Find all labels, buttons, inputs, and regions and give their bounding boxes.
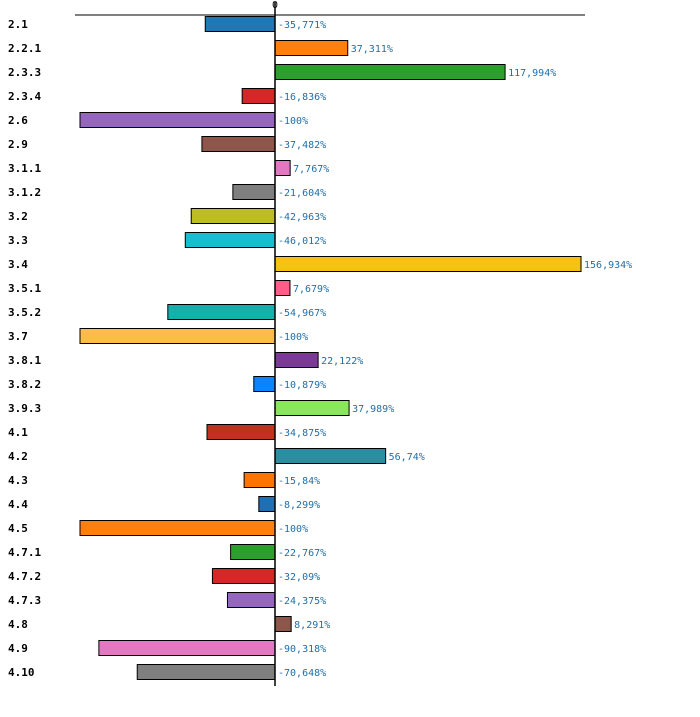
bar-3.2 (190, 208, 276, 224)
bar-2.3.3 (274, 64, 506, 80)
bar-4.10 (136, 664, 276, 680)
bar-3.3 (184, 232, 276, 248)
value-label: 8,291% (294, 620, 330, 631)
bar-3.5.2 (167, 304, 276, 320)
category-label: 3.4 (8, 258, 28, 271)
category-label: 3.3 (8, 234, 28, 247)
category-label: 3.9.3 (8, 402, 41, 415)
category-label: 3.8.1 (8, 354, 41, 367)
value-label: 56,74% (389, 452, 425, 463)
value-label: -90,318% (278, 644, 326, 655)
value-label: -42,963% (278, 212, 326, 223)
value-label: 156,934% (584, 260, 632, 271)
bar-3.1.2 (232, 184, 276, 200)
value-label: -46,012% (278, 236, 326, 247)
value-label: 22,122% (321, 356, 363, 367)
value-label: -32,09% (278, 572, 320, 583)
category-label: 4.8 (8, 618, 28, 631)
bar-4.9 (98, 640, 276, 656)
value-label: 117,994% (508, 68, 556, 79)
bars-group (79, 16, 582, 680)
bar-2.6 (79, 112, 276, 128)
value-label: -8,299% (278, 500, 320, 511)
bar-3.8.1 (274, 352, 319, 368)
value-label: -22,767% (278, 548, 326, 559)
bar-4.7.1 (230, 544, 276, 560)
bar-2.1 (204, 16, 276, 32)
value-label: -16,836% (278, 92, 326, 103)
category-label: 4.2 (8, 450, 28, 463)
value-label: -24,375% (278, 596, 326, 607)
bar-2.9 (201, 136, 276, 152)
category-label: 4.7.3 (8, 594, 41, 607)
bar-4.7.2 (211, 568, 276, 584)
category-label: 3.1.2 (8, 186, 41, 199)
category-label: 3.5.1 (8, 282, 41, 295)
value-label: -21,604% (278, 188, 326, 199)
category-label: 4.1 (8, 426, 28, 439)
category-label: 3.1.1 (8, 162, 41, 175)
category-label: 2.1 (8, 18, 28, 31)
value-label: -100% (278, 116, 308, 127)
labels-group: 2.1 -35,771% 2.2.1 37,311% 2.3.3 117,994% 2.3.… (8, 18, 632, 679)
bar-3.9.3 (274, 400, 350, 416)
category-label: 3.5.2 (8, 306, 41, 319)
category-label: 3.7 (8, 330, 28, 343)
category-label: 2.3.3 (8, 66, 41, 79)
bar-4.4 (258, 496, 276, 512)
bar-3.4 (274, 256, 582, 272)
category-label: 2.6 (8, 114, 28, 127)
category-label: 4.5 (8, 522, 28, 535)
value-label: -35,771% (278, 20, 326, 31)
category-label: 4.9 (8, 642, 28, 655)
value-label: -37,482% (278, 140, 326, 151)
value-label: 37,311% (351, 44, 393, 55)
value-label: -70,648% (278, 668, 326, 679)
category-label: 2.3.4 (8, 90, 41, 103)
category-label: 4.4 (8, 498, 28, 511)
bar-4.7.3 (226, 592, 276, 608)
bar-3.8.2 (253, 376, 276, 392)
value-label: 37,989% (352, 404, 394, 415)
value-label: -100% (278, 524, 308, 535)
value-label: -34,875% (278, 428, 326, 439)
value-label: -15,84% (278, 476, 320, 487)
category-label: 4.10 (8, 666, 35, 679)
value-label: 7,679% (293, 284, 329, 295)
category-label: 3.8.2 (8, 378, 41, 391)
value-label: -54,967% (278, 308, 326, 319)
category-label: 4.7.2 (8, 570, 41, 583)
category-label: 2.9 (8, 138, 28, 151)
value-label: -100% (278, 332, 308, 343)
bar-4.1 (206, 424, 276, 440)
bar-4.8 (274, 616, 292, 632)
value-label: -10,879% (278, 380, 326, 391)
category-label: 2.2.1 (8, 42, 41, 55)
bar-3.7 (79, 328, 276, 344)
value-label: 7,767% (293, 164, 329, 175)
bar-4.2 (274, 448, 387, 464)
bar-3.1.1 (274, 160, 291, 176)
bar-4.5 (79, 520, 276, 536)
bar-2.3.4 (241, 88, 276, 104)
category-label: 4.3 (8, 474, 28, 487)
bar-4.3 (243, 472, 276, 488)
bar-3.5.1 (274, 280, 291, 296)
category-label: 3.2 (8, 210, 28, 223)
category-label: 4.7.1 (8, 546, 41, 559)
bar-2.2.1 (274, 40, 349, 56)
